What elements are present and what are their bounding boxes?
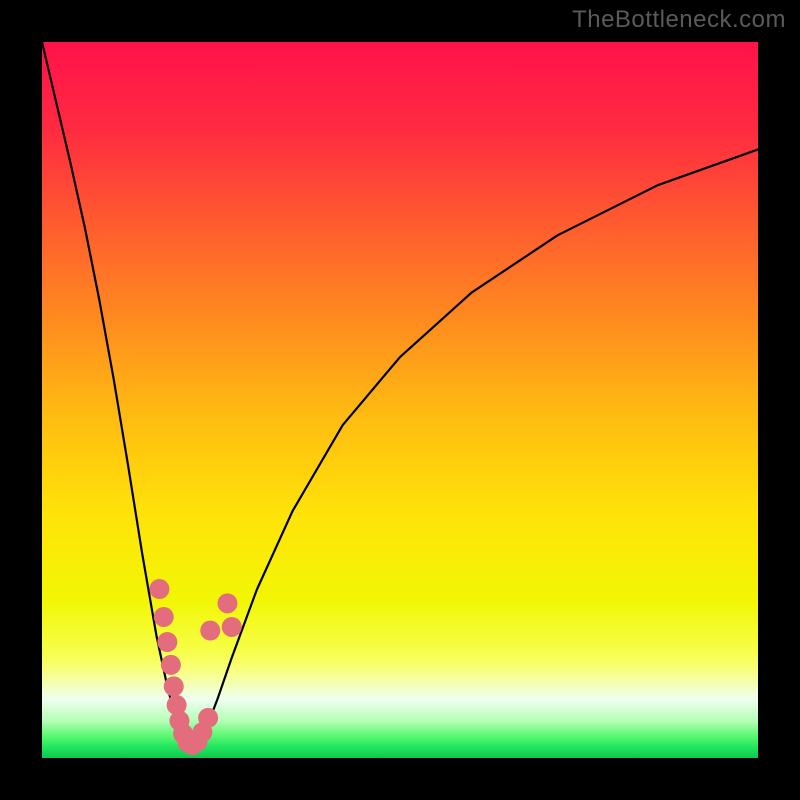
- bottleneck-marker: [200, 621, 220, 641]
- bottleneck-marker: [217, 593, 237, 613]
- chart-svg: [0, 0, 800, 800]
- bottleneck-marker: [149, 579, 169, 599]
- bottleneck-marker: [157, 632, 177, 652]
- bottleneck-marker: [164, 676, 184, 696]
- bottleneck-marker: [154, 607, 174, 627]
- chart-plot-background-gradient: [42, 42, 758, 758]
- bottleneck-chart-figure: TheBottleneck.com: [0, 0, 800, 800]
- bottleneck-marker: [161, 655, 181, 675]
- bottleneck-marker: [198, 708, 218, 728]
- bottleneck-marker: [222, 617, 242, 637]
